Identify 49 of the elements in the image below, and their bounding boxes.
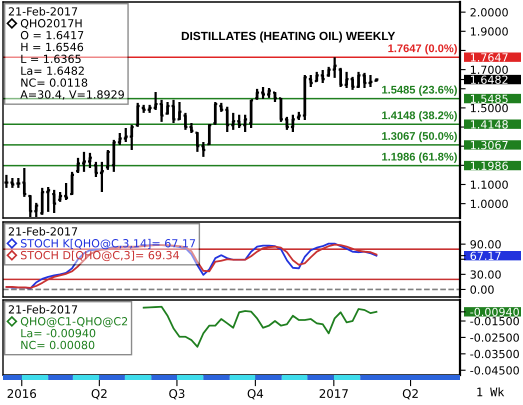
annotation: 1.1986 (61.8%) xyxy=(382,152,457,163)
legend-label: QHO@C1-QHO@C2 xyxy=(20,317,128,328)
text: DISTILLATES (HEATING OIL) WEEKLY xyxy=(182,31,396,42)
x-tick-label: Q2 xyxy=(402,389,418,400)
y-tick-label: -0.04500 xyxy=(470,366,519,375)
x-tick-label: 2017 xyxy=(320,389,348,398)
annotation: L = 1.6365 xyxy=(21,54,81,64)
x-tick-label: Q3 xyxy=(169,389,184,400)
legend-title: 21-Feb-2017 xyxy=(8,227,78,236)
y-tick-label: 1.7000 xyxy=(470,66,508,74)
x-tick-label: Q2 xyxy=(92,389,107,400)
y-tick-label: 1.6482 xyxy=(470,75,508,84)
annotation: 1.4148 (38.2%) xyxy=(382,111,457,122)
y-tick-label: 90.00 xyxy=(470,240,501,249)
annotation: 1.7647 (0.0%) xyxy=(388,44,457,54)
y-tick-label: -0.03500 xyxy=(470,350,519,358)
annotation: La= -0.00940 xyxy=(21,328,96,338)
line-series xyxy=(142,306,378,348)
annotation: O = 1.6417 xyxy=(20,30,84,40)
annotation: 1.5485 (23.6%) xyxy=(382,85,457,96)
legend-title: 21-Feb-2017 xyxy=(8,305,78,314)
ref-line-label: 1.3067 xyxy=(470,140,508,150)
annotation: NC= 0.0118 xyxy=(21,78,88,87)
y-tick-label: -0.00940 xyxy=(470,308,519,316)
annotation: NC= 0.00080 xyxy=(21,340,94,350)
x-axis-title: 1 Wk xyxy=(477,387,504,396)
y-tick-label: 1.5000 xyxy=(470,104,508,112)
legend-label: QHO2017H xyxy=(20,19,82,29)
annotation: 1.3067 (50.0%) xyxy=(382,132,457,142)
ref-line-label: 1.1986 xyxy=(470,162,508,170)
y-tick-label: 67.17 xyxy=(470,252,501,260)
legend-label: STOCH K[QHO@C,3,14]= 67.17 xyxy=(20,238,196,250)
annotation: H = 1.6546 xyxy=(21,42,84,52)
ref-line-label: 1.5485 xyxy=(470,94,508,103)
annotation: La= 1.6482 xyxy=(21,66,84,75)
x-tick-label: Q4 xyxy=(248,389,264,400)
legend-title: 21-Feb-2017 xyxy=(8,7,78,16)
y-tick-label: 1.9000 xyxy=(470,27,508,36)
y-tick-label: -0.01500 xyxy=(470,316,519,326)
y-tick-label: 1.0000 xyxy=(470,200,508,208)
ref-line-label: 1.7647 xyxy=(470,53,508,62)
y-tick-label: 30.00 xyxy=(470,270,501,279)
y-tick-label: 0.00 xyxy=(470,285,494,294)
y-tick-label: 2.0000 xyxy=(470,8,508,17)
ref-line-label: 1.4148 xyxy=(470,120,508,129)
annotation: A=30.4, V=1.8929 xyxy=(20,90,124,100)
y-tick-label: 1.1000 xyxy=(470,180,508,189)
y-tick-label: -0.02500 xyxy=(470,333,519,342)
x-tick-label: 2016 xyxy=(8,389,36,398)
